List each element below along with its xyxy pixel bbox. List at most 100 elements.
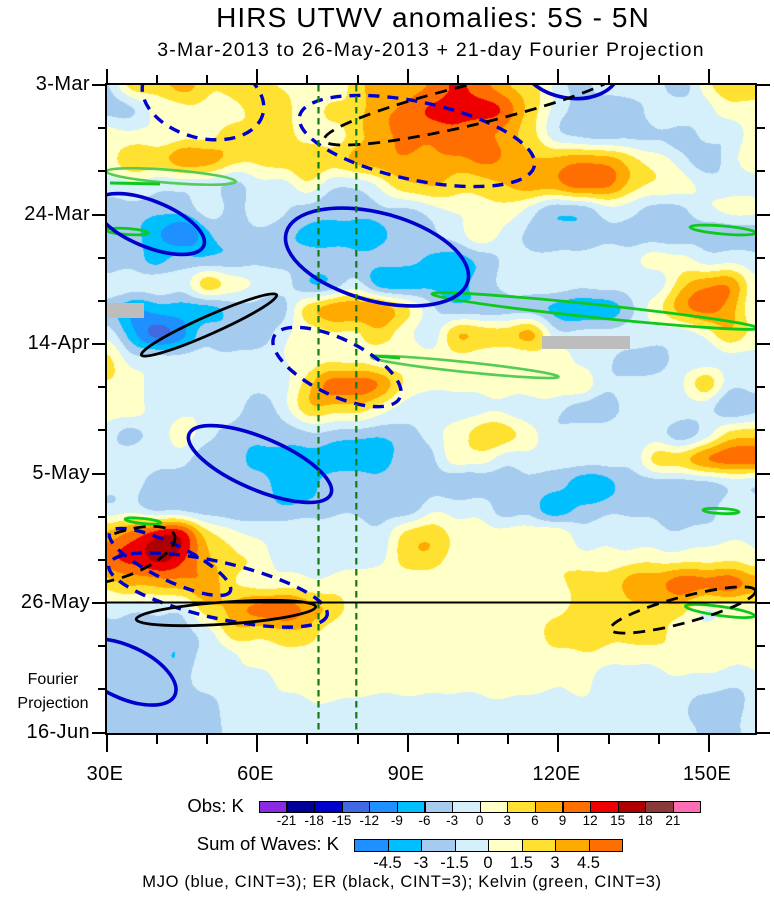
obs-colorbar-cell <box>590 801 619 813</box>
mjo-wave-contour-negative <box>107 551 330 629</box>
obs-colorbar-cell <box>479 801 509 813</box>
obs-colorbar-tick-label: -21 <box>276 812 297 828</box>
y-axis-minor-tick <box>97 127 105 130</box>
x-axis-major-tick <box>256 735 258 752</box>
obs-colorbar-tick-label: -15 <box>331 812 352 828</box>
y-axis-right <box>755 83 757 735</box>
kelvin-wave-contour <box>370 354 560 380</box>
obs-colorbar-tick-label: -6 <box>418 812 431 828</box>
obs-colorbar-cell <box>562 801 592 813</box>
obs-colorbar-cell <box>286 801 316 813</box>
x-axis-minor-tick <box>607 75 610 83</box>
kelvin-wave-contour <box>107 226 150 237</box>
mjo-wave-contour-positive <box>186 423 334 505</box>
kelvin-wave-contour <box>430 291 755 331</box>
x-axis-bottom <box>105 733 757 735</box>
sum-of-waves-colorbar-tick-label: -1.5 <box>440 854 469 872</box>
y-axis-minor-tick <box>97 429 105 432</box>
obs-colorbar-cell <box>424 801 454 813</box>
y-axis-minor-tick <box>97 515 105 518</box>
y-axis-major-tick <box>757 343 770 345</box>
x-axis-major-tick <box>256 69 258 83</box>
mjo-wave-contour-positive <box>283 206 471 308</box>
y-axis-left <box>105 83 107 735</box>
obs-colorbar-tick-label: -9 <box>390 812 403 828</box>
fourier-projection-label: Fourier Projection <box>17 671 89 712</box>
y-axis-minor-tick <box>757 299 765 302</box>
sum-of-waves-colorbar-cell <box>555 839 590 852</box>
y-axis-minor-tick <box>757 515 765 518</box>
y-axis-major-tick <box>757 472 770 475</box>
kelvin-wave-contour <box>688 223 755 237</box>
sum-of-waves-colorbar-cell <box>387 839 422 852</box>
missing-data-patch <box>542 336 630 349</box>
x-axis-minor-tick <box>507 735 510 744</box>
y-axis-minor-tick <box>97 558 105 561</box>
x-axis-major-tick <box>707 69 710 83</box>
sum-of-waves-colorbar-cell <box>454 839 489 852</box>
obs-colorbar-cell <box>452 801 481 813</box>
x-axis-major-tick <box>406 735 409 752</box>
y-axis-tick-label: 26-May <box>20 591 90 613</box>
y-axis-tick-label: 3-Mar <box>35 73 90 95</box>
x-axis-minor-tick <box>607 735 610 744</box>
kelvin-wave-contour <box>123 516 163 526</box>
mjo-wave-contour-negative <box>107 526 233 598</box>
sum-of-waves-colorbar-tick-label: 1.5 <box>510 854 533 872</box>
obs-colorbar-cell <box>617 801 647 813</box>
obs-colorbar-tick-label: 6 <box>531 812 539 828</box>
sum-of-waves-colorbar-title: Sum of Waves: K <box>196 833 339 855</box>
y-axis-major-tick <box>92 472 105 475</box>
x-axis-tick-label: 90E <box>387 763 425 785</box>
er-wave-contour-negative <box>322 85 628 147</box>
x-axis-minor-tick <box>657 75 660 83</box>
x-axis-minor-tick <box>306 75 309 83</box>
x-axis-major-tick <box>557 735 559 752</box>
obs-colorbar-cell <box>341 801 371 813</box>
missing-data-patch <box>108 303 144 318</box>
x-axis-major-tick <box>557 69 559 83</box>
x-axis-tick-label: 30E <box>86 763 124 785</box>
mjo-wave-contour-negative <box>140 85 266 142</box>
sum-of-waves-colorbar-tick-label: 0 <box>483 854 493 872</box>
kelvin-wave-contour <box>683 602 755 620</box>
mjo-wave-contour-negative <box>271 325 403 409</box>
x-axis-minor-tick <box>306 735 309 744</box>
obs-colorbar-cell <box>396 801 426 813</box>
y-axis-tick-label: 14-Apr <box>27 332 90 354</box>
kelvin-wave-segment <box>373 354 401 360</box>
y-axis-major-tick <box>92 343 105 345</box>
obs-colorbar-tick-label: 18 <box>637 812 653 828</box>
y-axis-minor-tick <box>97 256 105 259</box>
y-axis-tick-label: 16-Jun <box>26 721 90 743</box>
mjo-wave-contour-positive <box>107 191 207 257</box>
sum-of-waves-colorbar-cell <box>521 839 556 852</box>
x-axis-tick-label: 150E <box>682 763 732 785</box>
y-axis-major-tick <box>92 602 105 604</box>
x-axis-major-tick <box>406 69 409 83</box>
x-axis-major-tick <box>105 735 108 752</box>
obs-colorbar-cell <box>534 801 564 813</box>
x-axis-minor-tick <box>507 75 510 83</box>
kelvin-wave-segment <box>109 181 161 186</box>
y-axis-minor-tick <box>97 170 105 173</box>
er-wave-contour-negative <box>609 585 755 635</box>
x-axis-minor-tick <box>205 75 208 83</box>
y-axis-minor-tick <box>757 645 765 648</box>
sum-of-waves-colorbar-cell <box>354 839 389 852</box>
x-axis-minor-tick <box>456 75 459 83</box>
y-axis-minor-tick <box>757 127 765 130</box>
y-axis-minor-tick <box>97 299 105 302</box>
x-axis-minor-tick <box>456 735 459 744</box>
y-axis-major-tick <box>92 84 105 86</box>
obs-colorbar-tick-label: -18 <box>304 812 324 828</box>
y-axis-minor-tick <box>97 645 105 648</box>
y-axis-tick-label: 24-Mar <box>24 202 90 225</box>
obs-colorbar-cell <box>507 801 536 813</box>
obs-colorbar-cell <box>369 801 398 813</box>
x-axis-minor-tick <box>155 735 158 744</box>
mjo-wave-contour-positive <box>518 85 622 101</box>
sum-of-waves-colorbar-tick-label: -4.5 <box>373 854 402 872</box>
x-axis-top <box>105 83 757 85</box>
